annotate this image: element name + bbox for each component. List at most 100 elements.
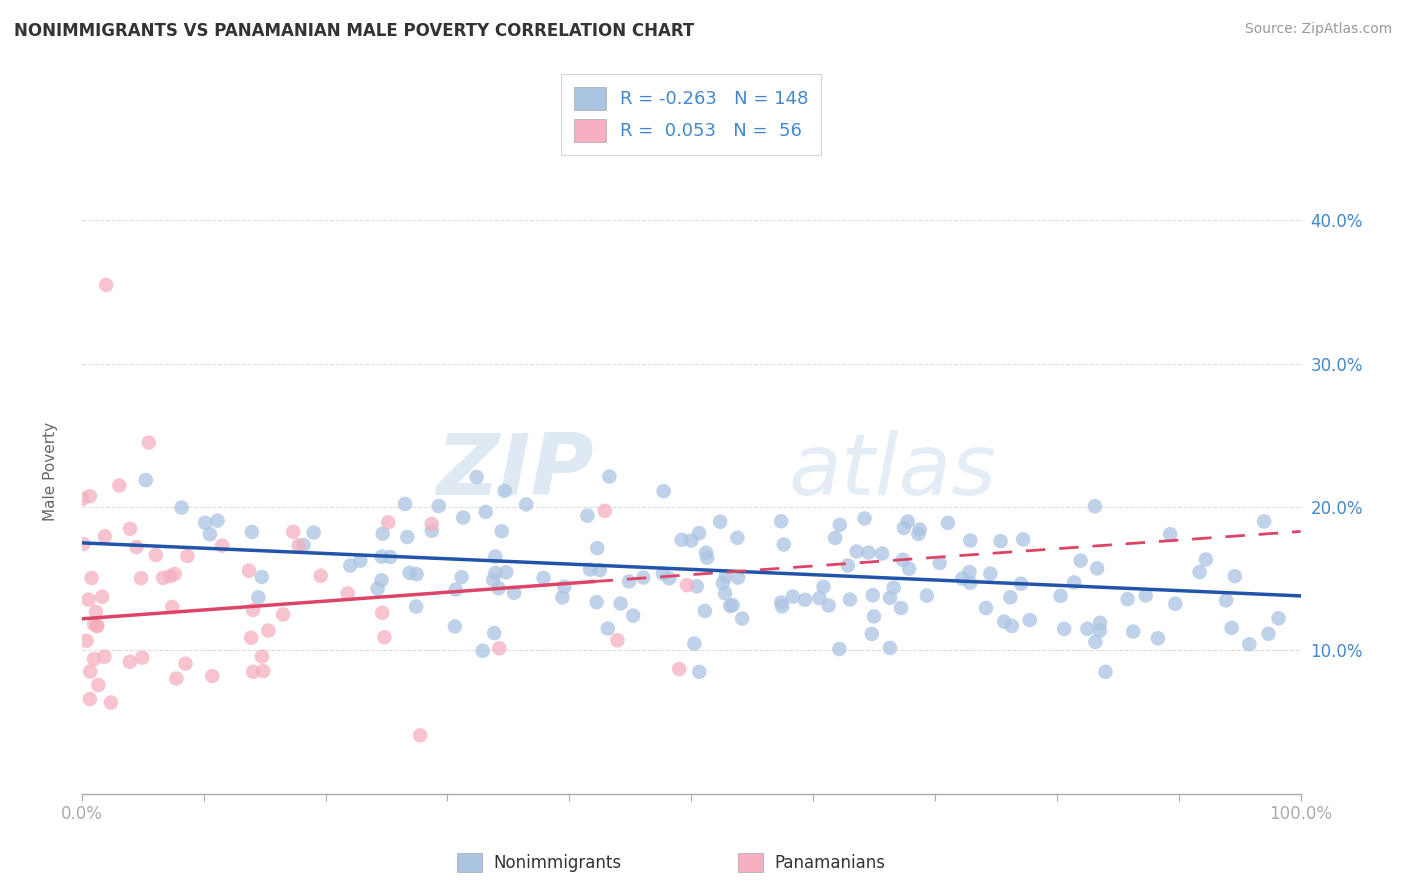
Point [576,508,599,523]
Point [860,627,883,641]
Point [1018,613,1040,627]
Point [250,649,273,664]
Point [240,631,263,645]
Point [339,558,361,573]
Point [409,728,432,742]
Point [950,572,973,586]
Point [1012,533,1035,547]
Point [731,611,754,625]
Text: Panamanians: Panamanians [775,854,886,871]
Point [979,566,1001,581]
Point [86,619,108,633]
Point [145,548,167,562]
Point [159,569,181,583]
Point [152,571,174,585]
Point [79,665,101,679]
Point [405,567,427,582]
Point [891,553,914,567]
Point [1147,632,1170,646]
Point [138,435,160,450]
Point [770,599,793,614]
Point [897,515,920,529]
Point [770,595,793,609]
Point [91,590,114,604]
Point [482,626,505,640]
Point [1088,624,1111,638]
Point [683,636,706,650]
Point [862,588,884,602]
Point [451,510,474,524]
Point [1253,515,1275,529]
Point [621,608,644,623]
Point [1001,619,1024,633]
Point [1094,665,1116,679]
Point [398,566,420,580]
Point [711,576,734,591]
Point [893,521,915,535]
Point [444,619,467,633]
Point [585,595,607,609]
Point [242,603,264,617]
Point [302,525,325,540]
Legend: R = -0.263   N = 148, R =  0.053   N =  56: R = -0.263 N = 148, R = 0.053 N = 56 [561,74,821,154]
Point [283,524,305,539]
Point [579,562,602,576]
Point [586,541,609,556]
Point [176,549,198,563]
Point [668,662,690,676]
Point [959,565,981,579]
Text: Source: ZipAtlas.com: Source: ZipAtlas.com [1244,22,1392,37]
Point [617,574,640,589]
Point [725,531,748,545]
Point [1195,552,1218,566]
Point [1267,611,1289,625]
Y-axis label: Male Poverty: Male Poverty [44,422,58,521]
Point [174,657,197,671]
Point [928,556,950,570]
Point [170,500,193,515]
Point [1164,597,1187,611]
Point [890,601,912,615]
Point [817,599,839,613]
Point [162,599,184,614]
Point [688,665,710,679]
Point [165,672,187,686]
Point [1257,626,1279,640]
Point [609,597,631,611]
Point [1000,591,1022,605]
Point [553,580,575,594]
Point [83,652,105,666]
Point [120,522,142,536]
Point [194,516,217,530]
Point [257,624,280,638]
Point [1122,624,1144,639]
Point [494,483,516,498]
Point [252,664,274,678]
Point [858,546,880,560]
Text: Nonimmigrants: Nonimmigrants [494,854,621,871]
Point [484,549,506,564]
Point [794,592,817,607]
Point [870,547,893,561]
Point [515,498,537,512]
Point [770,514,793,528]
Point [211,539,233,553]
Point [349,553,371,567]
Point [163,566,186,581]
Point [695,545,717,559]
Point [714,569,737,583]
Point [1084,635,1107,649]
Point [1085,561,1108,575]
Point [72,491,94,506]
Point [370,549,392,564]
Point [990,534,1012,549]
Text: atlas: atlas [789,430,997,513]
Point [465,470,488,484]
Point [824,531,846,545]
Point [772,537,794,551]
Point [681,533,703,548]
Point [94,529,117,543]
Point [444,582,467,597]
Point [79,489,101,503]
Point [240,524,263,539]
